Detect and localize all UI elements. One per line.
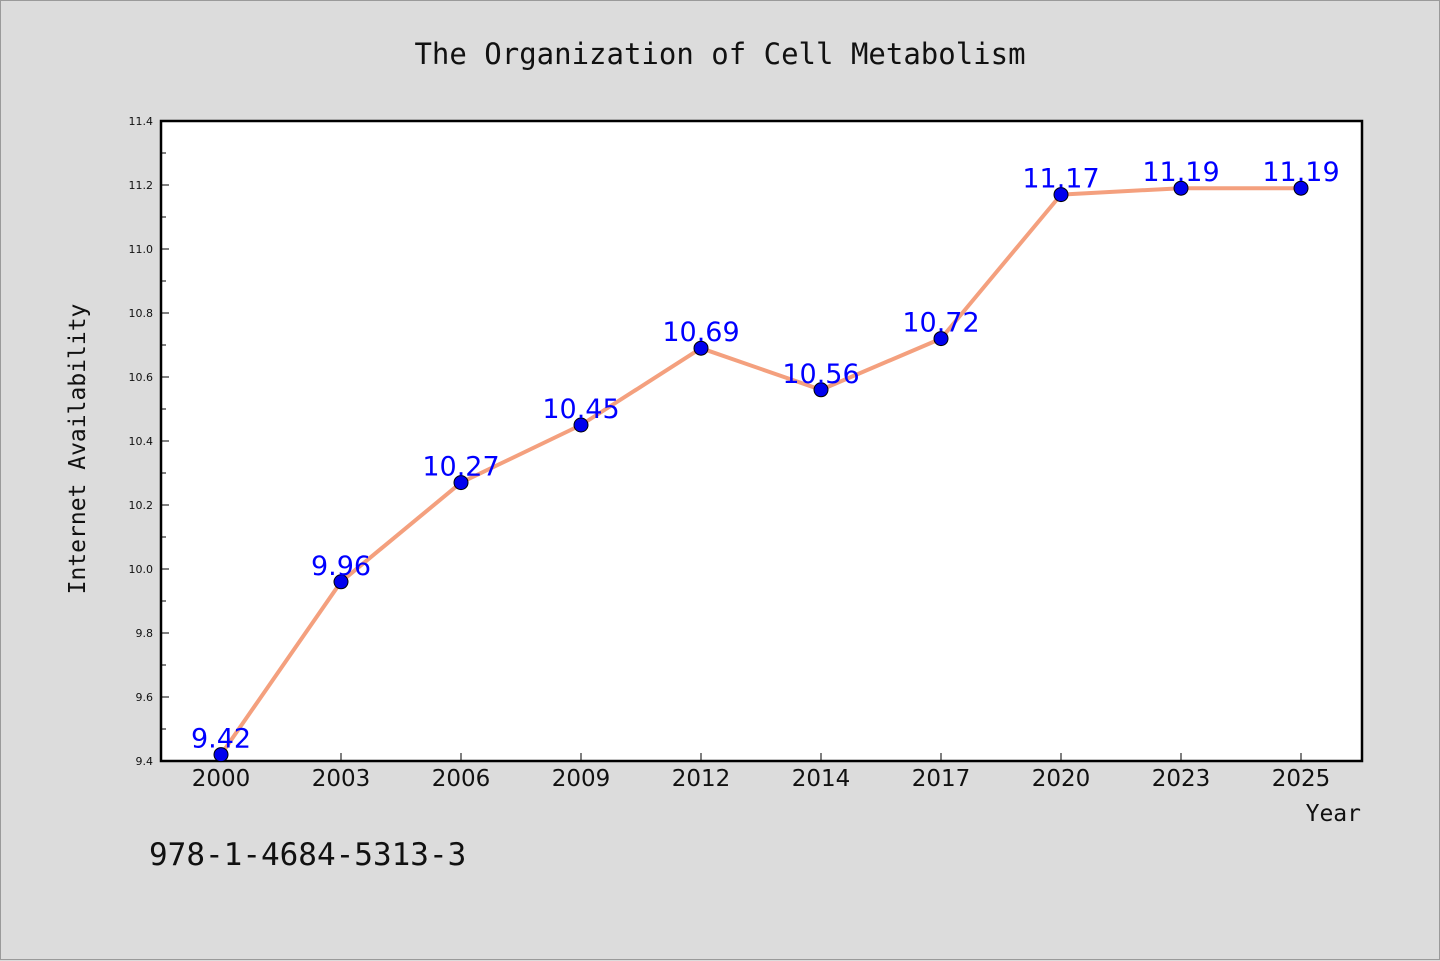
data-label: 10.45 — [542, 394, 619, 425]
data-point — [1293, 180, 1309, 196]
data-label: 11.19 — [1142, 157, 1219, 188]
data-point — [813, 382, 829, 398]
data-point — [933, 331, 949, 347]
data-label: 10.27 — [422, 452, 499, 483]
data-point — [1053, 187, 1069, 203]
data-label: 10.69 — [662, 317, 739, 348]
plot-area — [159, 119, 1364, 763]
y-tick-label: 10.0 — [129, 563, 154, 576]
data-point — [453, 475, 469, 491]
data-point — [573, 417, 589, 433]
x-tick-label: 2017 — [912, 766, 971, 792]
data-label: 9.96 — [311, 551, 371, 582]
y-axis-label: Internet Availability — [65, 304, 91, 595]
series-line — [219, 186, 1301, 756]
y-tick-label: 10.6 — [129, 371, 154, 384]
isbn-annotation: 978-1-4684-5313-3 — [149, 837, 466, 873]
data-label: 9.42 — [191, 724, 251, 755]
y-tick-label: 9.8 — [136, 627, 154, 640]
x-tick-label: 2012 — [672, 766, 731, 792]
x-tick-label: 2020 — [1032, 766, 1091, 792]
x-axis-ticks: 2000 2003 2006 2009 2012 2014 2017 2020 2023 2025 — [192, 753, 1331, 792]
x-tick-label: 2009 — [552, 766, 611, 792]
data-label: 10.56 — [782, 359, 859, 390]
data-point — [213, 747, 229, 763]
data-point — [333, 574, 349, 590]
y-tick-label: 11.0 — [129, 243, 154, 256]
x-tick-label: 2025 — [1272, 766, 1331, 792]
data-point — [693, 340, 709, 356]
x-tick-label: 2000 — [192, 766, 251, 792]
x-tick-label: 2006 — [432, 766, 491, 792]
y-tick-label: 11.4 — [129, 115, 154, 128]
x-tick-label: 2023 — [1152, 766, 1211, 792]
data-label: 10.72 — [902, 308, 979, 339]
series-line-group — [219, 186, 1301, 756]
x-tick-label: 2003 — [312, 766, 371, 792]
y-tick-label: 9.6 — [136, 691, 154, 704]
data-label: 11.17 — [1022, 164, 1099, 195]
y-tick-label: 10.8 — [129, 307, 154, 320]
y-tick-label: 11.2 — [129, 179, 154, 192]
y-tick-label: 9.4 — [136, 755, 154, 768]
data-point — [1173, 180, 1189, 196]
marker-group — [213, 180, 1309, 763]
y-tick-label: 10.2 — [129, 499, 154, 512]
y-axis-ticks: 9.4 9.6 9.8 10.0 10.2 10.4 10.6 10.8 11.0 11.2 11.… — [129, 115, 169, 768]
data-label: 11.19 — [1262, 157, 1339, 188]
y-tick-label: 10.4 — [129, 435, 154, 448]
x-tick-label: 2014 — [792, 766, 851, 792]
chart-title: The Organization of Cell Metabolism — [414, 37, 1025, 71]
data-label-group: 9.42 9.96 10.27 10.45 10.69 10.56 10.72 11.17 11… — [191, 157, 1340, 754]
x-axis-label: Year — [1306, 801, 1361, 827]
